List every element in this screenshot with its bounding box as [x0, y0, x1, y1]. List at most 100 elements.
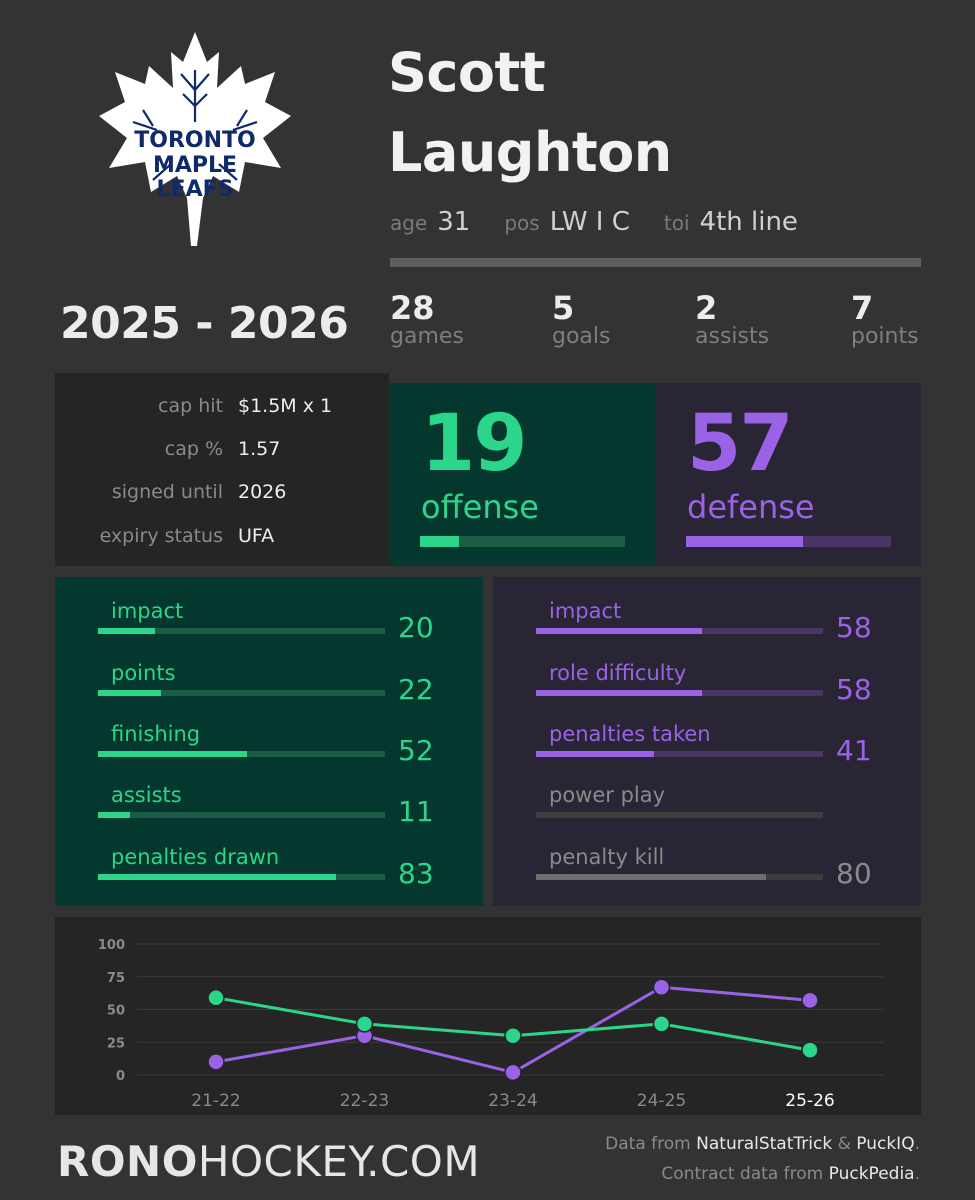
metric-bar-track: [98, 690, 385, 696]
metric-label: points: [111, 661, 176, 685]
metric-bar-fill: [536, 628, 703, 634]
contract-value: UFA: [238, 525, 275, 547]
credit-source-nst[interactable]: NaturalStatTrick: [696, 1134, 833, 1154]
metric-value: 41: [836, 734, 872, 767]
metric-row: impact 20: [55, 599, 483, 659]
brand-bold: RONO: [57, 1137, 198, 1186]
defense-bar-track: [686, 536, 891, 547]
x-tick-label: 24-25: [637, 1091, 686, 1111]
y-tick-label: 50: [107, 1004, 125, 1019]
contract-label: cap %: [164, 438, 223, 460]
contract-credit: Contract data from PuckPedia.: [661, 1164, 920, 1184]
defense-label: defense: [687, 488, 815, 526]
stat-value: 5: [552, 289, 575, 327]
metric-row: impact 58: [493, 599, 921, 659]
metric-bar-fill: [98, 812, 130, 818]
metric-bar-fill: [98, 874, 337, 880]
stat-value: 2: [695, 289, 718, 327]
metric-row: role difficulty 58: [493, 661, 921, 721]
metric-label: assists: [111, 783, 182, 807]
y-tick-label: 25: [107, 1036, 125, 1051]
contract-label: signed until: [111, 481, 223, 503]
metric-bar-fill: [536, 751, 654, 757]
y-tick-label: 100: [98, 938, 125, 953]
defense-metrics-panel: impact 58 role difficulty 58 penalties taken…: [493, 577, 921, 906]
metric-label: finishing: [111, 722, 201, 746]
contract-panel: cap hit $1.5M x 1 cap % 1.57 signed unti…: [55, 373, 389, 566]
logo-text-toronto: TORONTO: [134, 128, 255, 153]
offense-bar-fill: [420, 536, 459, 547]
defense-card: 57 defense: [655, 383, 921, 566]
offense-rating: 19: [421, 399, 528, 489]
metric-bar-track: [536, 751, 823, 757]
stat-goals: 5 goals: [552, 289, 610, 348]
metric-row: penalties taken 41: [493, 722, 921, 782]
credit-prefix: Contract data from: [661, 1164, 829, 1184]
metric-value: 83: [398, 857, 434, 890]
offense-bar-track: [420, 536, 625, 547]
metric-row: penalties drawn 83: [55, 845, 483, 905]
site-brand: RONOHOCKEY.COM: [57, 1137, 480, 1186]
metric-bar-track: [536, 628, 823, 634]
metric-value: 80: [836, 857, 872, 890]
y-tick-label: 75: [107, 971, 125, 986]
credit-source-puckpedia[interactable]: PuckPedia: [828, 1164, 915, 1184]
maple-leafs-logo: TORONTO MAPLE LEAFS: [99, 32, 291, 246]
toi-label: toi: [663, 211, 690, 235]
contract-row-expiry: expiry status UFA: [55, 525, 389, 555]
leaf-veins: [132, 70, 258, 181]
metric-value: 58: [836, 611, 872, 644]
x-tick-label: 23-24: [488, 1091, 537, 1111]
credit-suffix: .: [914, 1134, 920, 1154]
metric-value: 20: [398, 611, 434, 644]
metric-row: points 22: [55, 661, 483, 721]
stat-label: games: [390, 323, 464, 349]
defense-series-point: [801, 991, 819, 1010]
metric-row: assists 11: [55, 783, 483, 843]
pos-label: pos: [504, 211, 540, 235]
contract-value: 1.57: [238, 438, 281, 460]
maple-leaf-shape: [99, 32, 291, 246]
offense-series-point: [801, 1041, 819, 1059]
history-chart: 0 25 50 75 100 21-22 22-23 23-24 24-25 25-26: [55, 917, 921, 1115]
defense-series-point: [207, 1053, 225, 1071]
season-title: 2025 - 2026: [60, 298, 349, 349]
contract-value: $1.5M x 1: [238, 395, 333, 417]
player-meta: age 31 pos LW I C toi 4th line: [390, 207, 832, 237]
y-tick-label: 0: [116, 1069, 125, 1084]
stat-label: points: [851, 323, 919, 349]
metric-bar-fill: [536, 874, 766, 880]
metric-bar-track: [536, 812, 823, 818]
logo-text-leafs: LEAFS: [157, 177, 234, 202]
offense-metrics-panel: impact 20 points 22 finishing 52 assists 11 pena…: [55, 577, 483, 906]
metric-label: impact: [549, 599, 622, 623]
credit-source-puckiq[interactable]: PuckIQ: [856, 1134, 915, 1154]
metric-bar-track: [98, 874, 385, 880]
pos-value: LW I C: [549, 207, 630, 237]
defense-rating: 57: [687, 399, 794, 489]
offense-series-point: [207, 988, 225, 1007]
offense-card: 19 offense: [389, 383, 655, 566]
toi-value: 4th line: [699, 207, 798, 237]
metric-bar-fill: [98, 751, 248, 757]
credit-suffix: .: [914, 1164, 920, 1184]
metric-bar-fill: [98, 628, 156, 634]
metric-bar-track: [98, 812, 385, 818]
brand-rest: HOCKEY.COM: [197, 1137, 481, 1186]
contract-label: cap hit: [158, 395, 223, 417]
metric-bar-fill: [98, 690, 162, 696]
metric-value: 11: [398, 795, 434, 828]
metric-row: power play: [493, 783, 921, 843]
metric-label: penalties drawn: [111, 845, 280, 869]
contract-label: expiry status: [99, 525, 223, 547]
offense-series-point: [652, 1015, 671, 1033]
offense-label: offense: [421, 488, 539, 526]
credit-prefix: Data from: [605, 1134, 697, 1154]
defense-bar-fill: [686, 536, 803, 547]
logo-text-maple: MAPLE: [153, 153, 237, 178]
stat-assists: 2 assists: [695, 289, 769, 348]
contract-row-signed-until: signed until 2026: [55, 481, 389, 511]
metric-value: 58: [836, 673, 872, 706]
metric-bar-track: [98, 628, 385, 634]
metric-value: 22: [398, 673, 434, 706]
